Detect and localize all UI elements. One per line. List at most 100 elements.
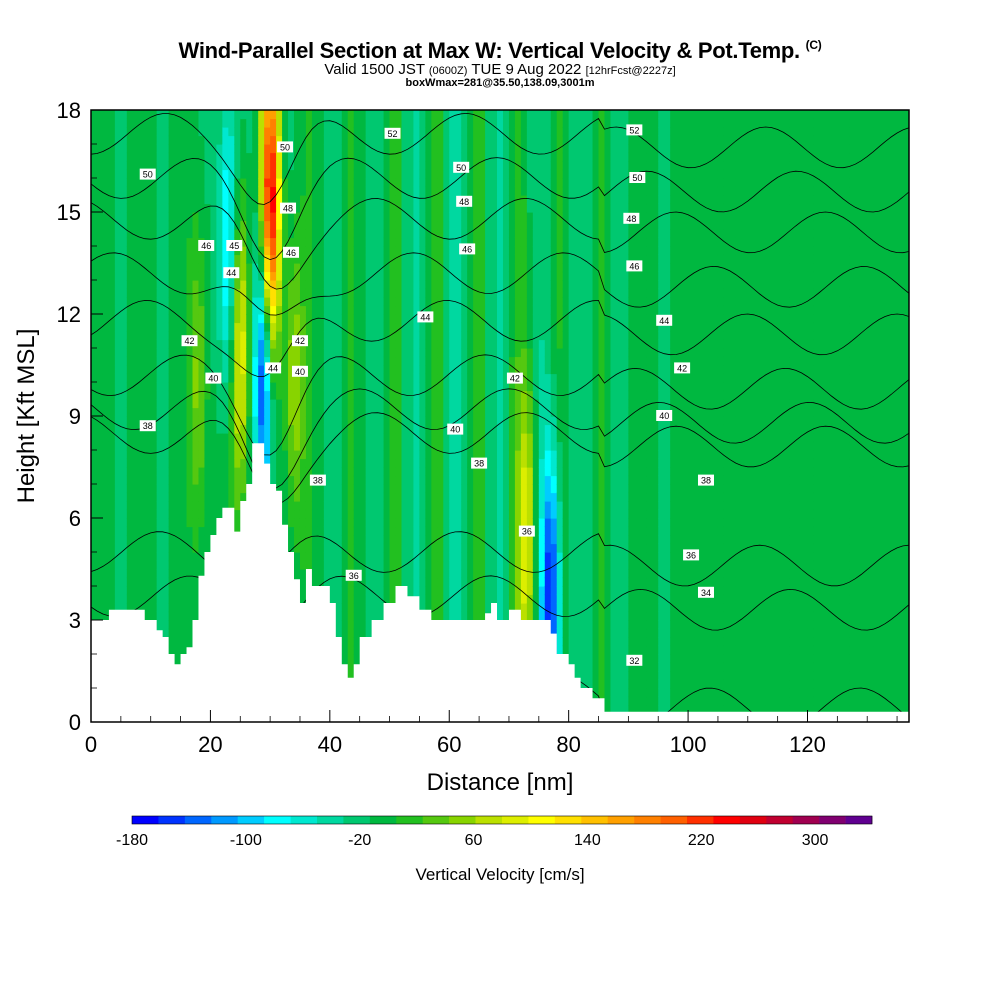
velocity-cell — [323, 254, 331, 264]
velocity-cell — [437, 305, 444, 315]
velocity-cell — [449, 560, 456, 570]
velocity-cell — [192, 246, 200, 256]
velocity-cell — [246, 475, 253, 485]
velocity-cell — [294, 127, 301, 137]
velocity-cell — [389, 212, 397, 222]
velocity-cell — [383, 399, 391, 409]
velocity-cell — [120, 509, 128, 519]
velocity-cell — [246, 280, 253, 290]
velocity-cell — [126, 237, 134, 247]
velocity-cell — [210, 492, 217, 502]
velocity-cell — [270, 169, 277, 179]
velocity-cell — [377, 339, 385, 349]
velocity-cell — [299, 348, 307, 358]
velocity-cell — [407, 526, 415, 536]
velocity-cell — [210, 518, 217, 528]
velocity-cell — [282, 458, 289, 468]
velocity-cell — [270, 144, 277, 154]
velocity-cell — [365, 365, 373, 375]
velocity-cell — [234, 458, 241, 468]
velocity-cell — [383, 135, 391, 145]
velocity-cell — [222, 118, 229, 128]
velocity-cell — [222, 280, 229, 290]
velocity-cell — [180, 348, 188, 358]
velocity-cell — [479, 475, 486, 485]
velocity-cell — [347, 127, 355, 137]
velocity-cell — [365, 110, 373, 120]
velocity-cell — [437, 288, 444, 298]
velocity-cell — [335, 441, 343, 451]
velocity-cell — [359, 450, 367, 460]
velocity-cell — [198, 212, 206, 222]
velocity-cell — [317, 186, 325, 196]
velocity-cell — [449, 509, 456, 519]
velocity-cell — [455, 178, 462, 188]
velocity-cell — [311, 220, 319, 230]
velocity-cell — [132, 458, 140, 468]
velocity-cell — [437, 144, 444, 154]
velocity-cell — [497, 569, 504, 579]
velocity-cell — [299, 416, 307, 426]
velocity-cell — [425, 254, 432, 264]
velocity-cell — [210, 178, 217, 188]
velocity-cell — [419, 577, 426, 587]
velocity-cell — [222, 501, 229, 511]
velocity-cell — [365, 628, 373, 638]
velocity-cell — [347, 152, 355, 162]
velocity-cell — [383, 305, 391, 315]
velocity-cell — [198, 560, 206, 570]
velocity-cell — [329, 407, 337, 417]
velocity-cell — [126, 280, 134, 290]
velocity-cell — [413, 348, 420, 358]
velocity-cell — [174, 237, 182, 247]
velocity-cell — [407, 263, 415, 273]
velocity-cell — [180, 603, 188, 613]
velocity-cell — [419, 135, 426, 145]
velocity-cell — [186, 611, 194, 621]
velocity-cell — [377, 365, 385, 375]
velocity-cell — [270, 110, 277, 120]
velocity-cell — [174, 560, 182, 570]
velocity-cell — [437, 110, 444, 120]
velocity-cell — [299, 492, 307, 502]
velocity-cell — [443, 509, 450, 519]
velocity-cell — [144, 484, 152, 494]
velocity-cell — [276, 475, 283, 485]
velocity-cell — [353, 594, 361, 604]
velocity-cell — [108, 543, 116, 553]
velocity-cell — [359, 603, 367, 613]
velocity-cell — [174, 424, 182, 434]
velocity-cell — [192, 416, 200, 426]
velocity-cell — [126, 297, 134, 307]
velocity-cell — [341, 441, 349, 451]
velocity-cell — [371, 271, 379, 281]
velocity-cell — [198, 441, 206, 451]
velocity-cell — [156, 169, 164, 179]
velocity-cell — [216, 441, 223, 451]
velocity-cell — [377, 152, 385, 162]
velocity-cell — [210, 203, 217, 213]
velocity-cell — [186, 586, 194, 596]
velocity-cell — [114, 569, 122, 579]
velocity-cell — [294, 356, 301, 366]
velocity-cell — [491, 331, 498, 341]
velocity-cell — [491, 314, 498, 324]
velocity-cell — [389, 594, 397, 604]
velocity-cell — [473, 407, 480, 417]
velocity-cell — [96, 569, 104, 579]
velocity-cell — [353, 543, 361, 553]
velocity-cell — [91, 314, 98, 324]
velocity-cell — [389, 475, 397, 485]
velocity-cell — [162, 237, 170, 247]
velocity-cell — [174, 152, 182, 162]
velocity-cell — [294, 220, 301, 230]
velocity-cell — [353, 611, 361, 621]
velocity-cell — [413, 560, 420, 570]
velocity-cell — [294, 433, 301, 443]
velocity-cell — [467, 569, 474, 579]
velocity-cell — [258, 152, 265, 162]
velocity-cell — [497, 348, 504, 358]
velocity-cell — [168, 254, 176, 264]
velocity-cell — [455, 271, 462, 281]
velocity-cell — [96, 263, 104, 273]
